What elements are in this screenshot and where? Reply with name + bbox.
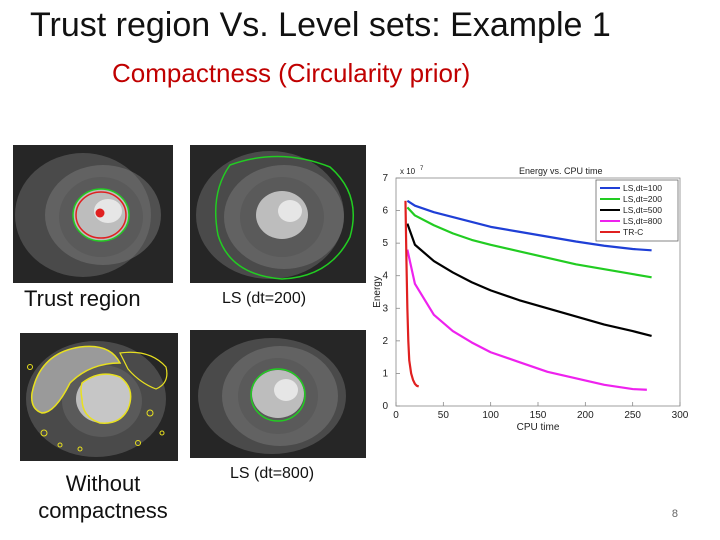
chart-title: Energy vs. CPU time — [519, 166, 603, 176]
slide-title: Trust region Vs. Level sets: Example 1 — [30, 6, 611, 44]
without-caption-line2: compactness — [38, 498, 168, 523]
y-axis-label: Energy — [372, 276, 383, 308]
seed-point — [95, 208, 105, 218]
ls-dt800-caption: LS (dt=800) — [230, 465, 315, 482]
legend-label-2: LS,dt=500 — [623, 205, 662, 215]
slide-subtitle: Compactness (Circularity prior) — [112, 58, 471, 88]
y-tick-label: 3 — [382, 303, 388, 314]
trust-region-caption: Trust region — [24, 286, 141, 311]
x-axis-label: CPU time — [517, 422, 560, 433]
series-line-2 — [406, 223, 652, 338]
y-tick-label: 1 — [382, 368, 388, 379]
ls-dt200-caption: LS (dt=200) — [222, 290, 307, 307]
legend-label-3: LS,dt=800 — [623, 216, 662, 226]
x-tick-label: 100 — [482, 410, 499, 421]
y-tick-label: 4 — [382, 271, 388, 282]
ls-dt800-result-image — [190, 330, 366, 458]
red-contour — [75, 191, 127, 239]
x-tick-label: 0 — [393, 410, 399, 421]
x-tick-label: 50 — [438, 410, 450, 421]
x-tick-label: 300 — [672, 410, 689, 421]
without-caption-line1: Without — [65, 471, 141, 496]
without-compactness-caption: Without compactness — [28, 470, 178, 524]
green-contour — [250, 368, 306, 422]
x-tick-label: 250 — [624, 410, 641, 421]
without-compactness-result-image — [20, 333, 178, 461]
y-multiplier-exponent: 7 — [420, 166, 424, 172]
energy-vs-cpu-chart: 0 50 100 150 200 250 300 0 1 2 3 4 5 6 7 x 10 7 Energy vs… — [368, 158, 698, 443]
green-contour — [215, 155, 354, 280]
legend-label-4: TR-C — [623, 227, 643, 237]
y-tick-label: 0 — [382, 401, 388, 412]
series-line-0 — [406, 199, 652, 252]
ls-dt200-result-image — [190, 145, 366, 283]
x-tick-label: 150 — [530, 410, 547, 421]
series-line-4 — [404, 200, 420, 388]
trust-region-result-image — [13, 145, 173, 283]
series-line-3 — [406, 249, 647, 391]
y-multiplier: x 10 — [400, 167, 416, 176]
y-tick-label: 2 — [382, 336, 388, 347]
series-line-1 — [406, 206, 652, 279]
legend-label-0: LS,dt=100 — [623, 183, 662, 193]
y-tick-label: 6 — [382, 206, 388, 217]
y-tick-label: 5 — [382, 238, 388, 249]
y-tick-label: 7 — [382, 173, 388, 184]
legend-label-1: LS,dt=200 — [623, 194, 662, 204]
green-contour — [72, 188, 130, 242]
page-number: 8 — [671, 508, 678, 520]
x-tick-label: 200 — [577, 410, 594, 421]
